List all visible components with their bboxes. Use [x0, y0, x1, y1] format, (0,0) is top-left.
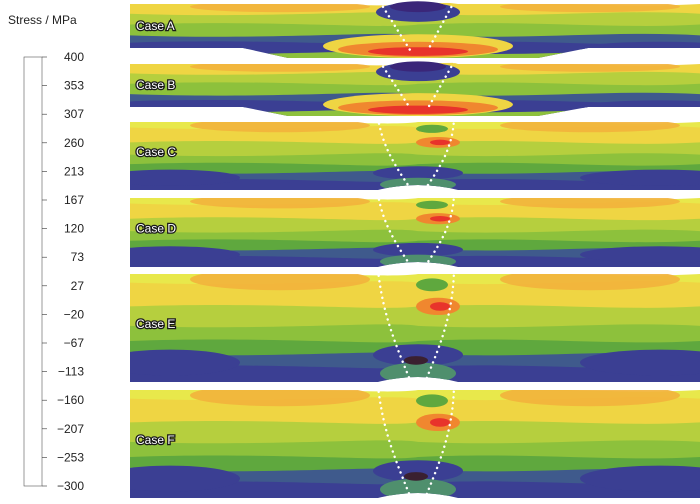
high-stress-region [500, 61, 680, 72]
contour-band [416, 394, 448, 408]
panel-label: Case E [136, 317, 175, 331]
legend-tick-label: 120 [64, 222, 84, 236]
contour-band [416, 200, 448, 210]
contour-band [380, 478, 456, 498]
legend-tick-label: −300 [57, 479, 84, 493]
peak-stress-region [430, 302, 450, 311]
legend-tick-label: 260 [64, 136, 84, 150]
peak-stress-region [430, 139, 450, 146]
low-stress-region [373, 460, 463, 482]
panel-case-a: Case A [130, 0, 700, 58]
weld-boundary-dotted-line [376, 268, 456, 382]
high-stress-region [500, 1, 680, 13]
panel-label: Case A [136, 19, 175, 33]
low-stress-region [130, 169, 240, 186]
low-stress-region [373, 242, 463, 257]
high-stress-region [500, 122, 680, 133]
high-stress-region [500, 198, 680, 209]
high-stress-region [190, 122, 370, 133]
legend-frame [23, 56, 43, 487]
legend-tick-label: 73 [71, 250, 85, 264]
low-stress-region [130, 246, 240, 263]
low-stress-region [130, 100, 240, 113]
weld-boundary-dotted-line [376, 192, 456, 267]
panel-case-e: Case E [130, 268, 700, 382]
legend-tick-label: 167 [64, 193, 84, 207]
peak-stress-region [430, 215, 450, 222]
high-stress-region [190, 274, 370, 291]
panel-case-c: Case C [130, 116, 700, 190]
panel-label: Case B [136, 78, 175, 92]
low-stress-region [580, 465, 700, 492]
low-stress-region [580, 169, 700, 186]
contour-band [380, 254, 456, 267]
peak-stress-region [430, 418, 450, 427]
panel-case-f: Case F [130, 384, 700, 498]
stress-legend: Stress / MPa 400 353 307 260 213 167 120 73 27 −2… [8, 13, 84, 493]
low-stress-region [130, 465, 240, 492]
peak-stress-region [368, 47, 468, 56]
contour-band [380, 362, 456, 382]
legend-tick-label: 400 [64, 50, 84, 64]
panel-case-b: Case B [130, 60, 700, 116]
contour-band [416, 278, 448, 292]
peak-stress-region [368, 105, 468, 114]
high-stress-region [190, 1, 370, 13]
legend-tick-label: −253 [57, 450, 84, 464]
legend-tick-label: −113 [58, 365, 84, 379]
panel-label: Case C [136, 145, 176, 159]
contour-band [130, 420, 700, 448]
high-stress-region [190, 61, 370, 72]
legend-title: Stress / MPa [8, 13, 77, 27]
contour-panels: Case A Case B Case C Case D Case E Case F [130, 0, 700, 498]
high-stress-region [500, 274, 680, 291]
panel-label: Case D [136, 222, 176, 236]
high-stress-region [190, 198, 370, 209]
weld-boundary-dotted-line [378, 60, 456, 110]
legend-tick-label: 307 [64, 107, 84, 121]
low-stress-region [130, 349, 240, 376]
contour-band [380, 177, 456, 190]
legend-tick-label: −207 [57, 422, 84, 436]
low-stress-region [404, 356, 428, 365]
legend-tick-label: −160 [57, 393, 84, 407]
legend-tick-label: 353 [64, 79, 84, 93]
contour-band [130, 304, 700, 332]
legend-tick-label: 27 [71, 279, 85, 293]
panel-label: Case F [136, 433, 175, 447]
panel-case-d: Case D [130, 192, 700, 267]
low-stress-region [373, 166, 463, 180]
high-stress-region [500, 390, 680, 407]
legend-tick-labels: 400 353 307 260 213 167 120 73 27 −20 −67 −113 −160 −… [42, 50, 84, 493]
weld-boundary-dotted-line [378, 0, 456, 52]
low-stress-region [404, 472, 428, 481]
legend-tick-label: −20 [64, 307, 85, 321]
contour-band [416, 124, 448, 133]
low-stress-region [390, 1, 446, 13]
weld-boundary-dotted-line [376, 384, 456, 498]
legend-tick-label: −67 [64, 336, 85, 350]
high-stress-region [190, 390, 370, 407]
low-stress-region [580, 349, 700, 376]
low-stress-region [373, 344, 463, 366]
low-stress-region [130, 41, 240, 55]
legend-tick-label: 213 [64, 164, 84, 178]
low-stress-region [390, 61, 446, 72]
low-stress-region [580, 246, 700, 263]
legend-colorbar [23, 56, 43, 487]
